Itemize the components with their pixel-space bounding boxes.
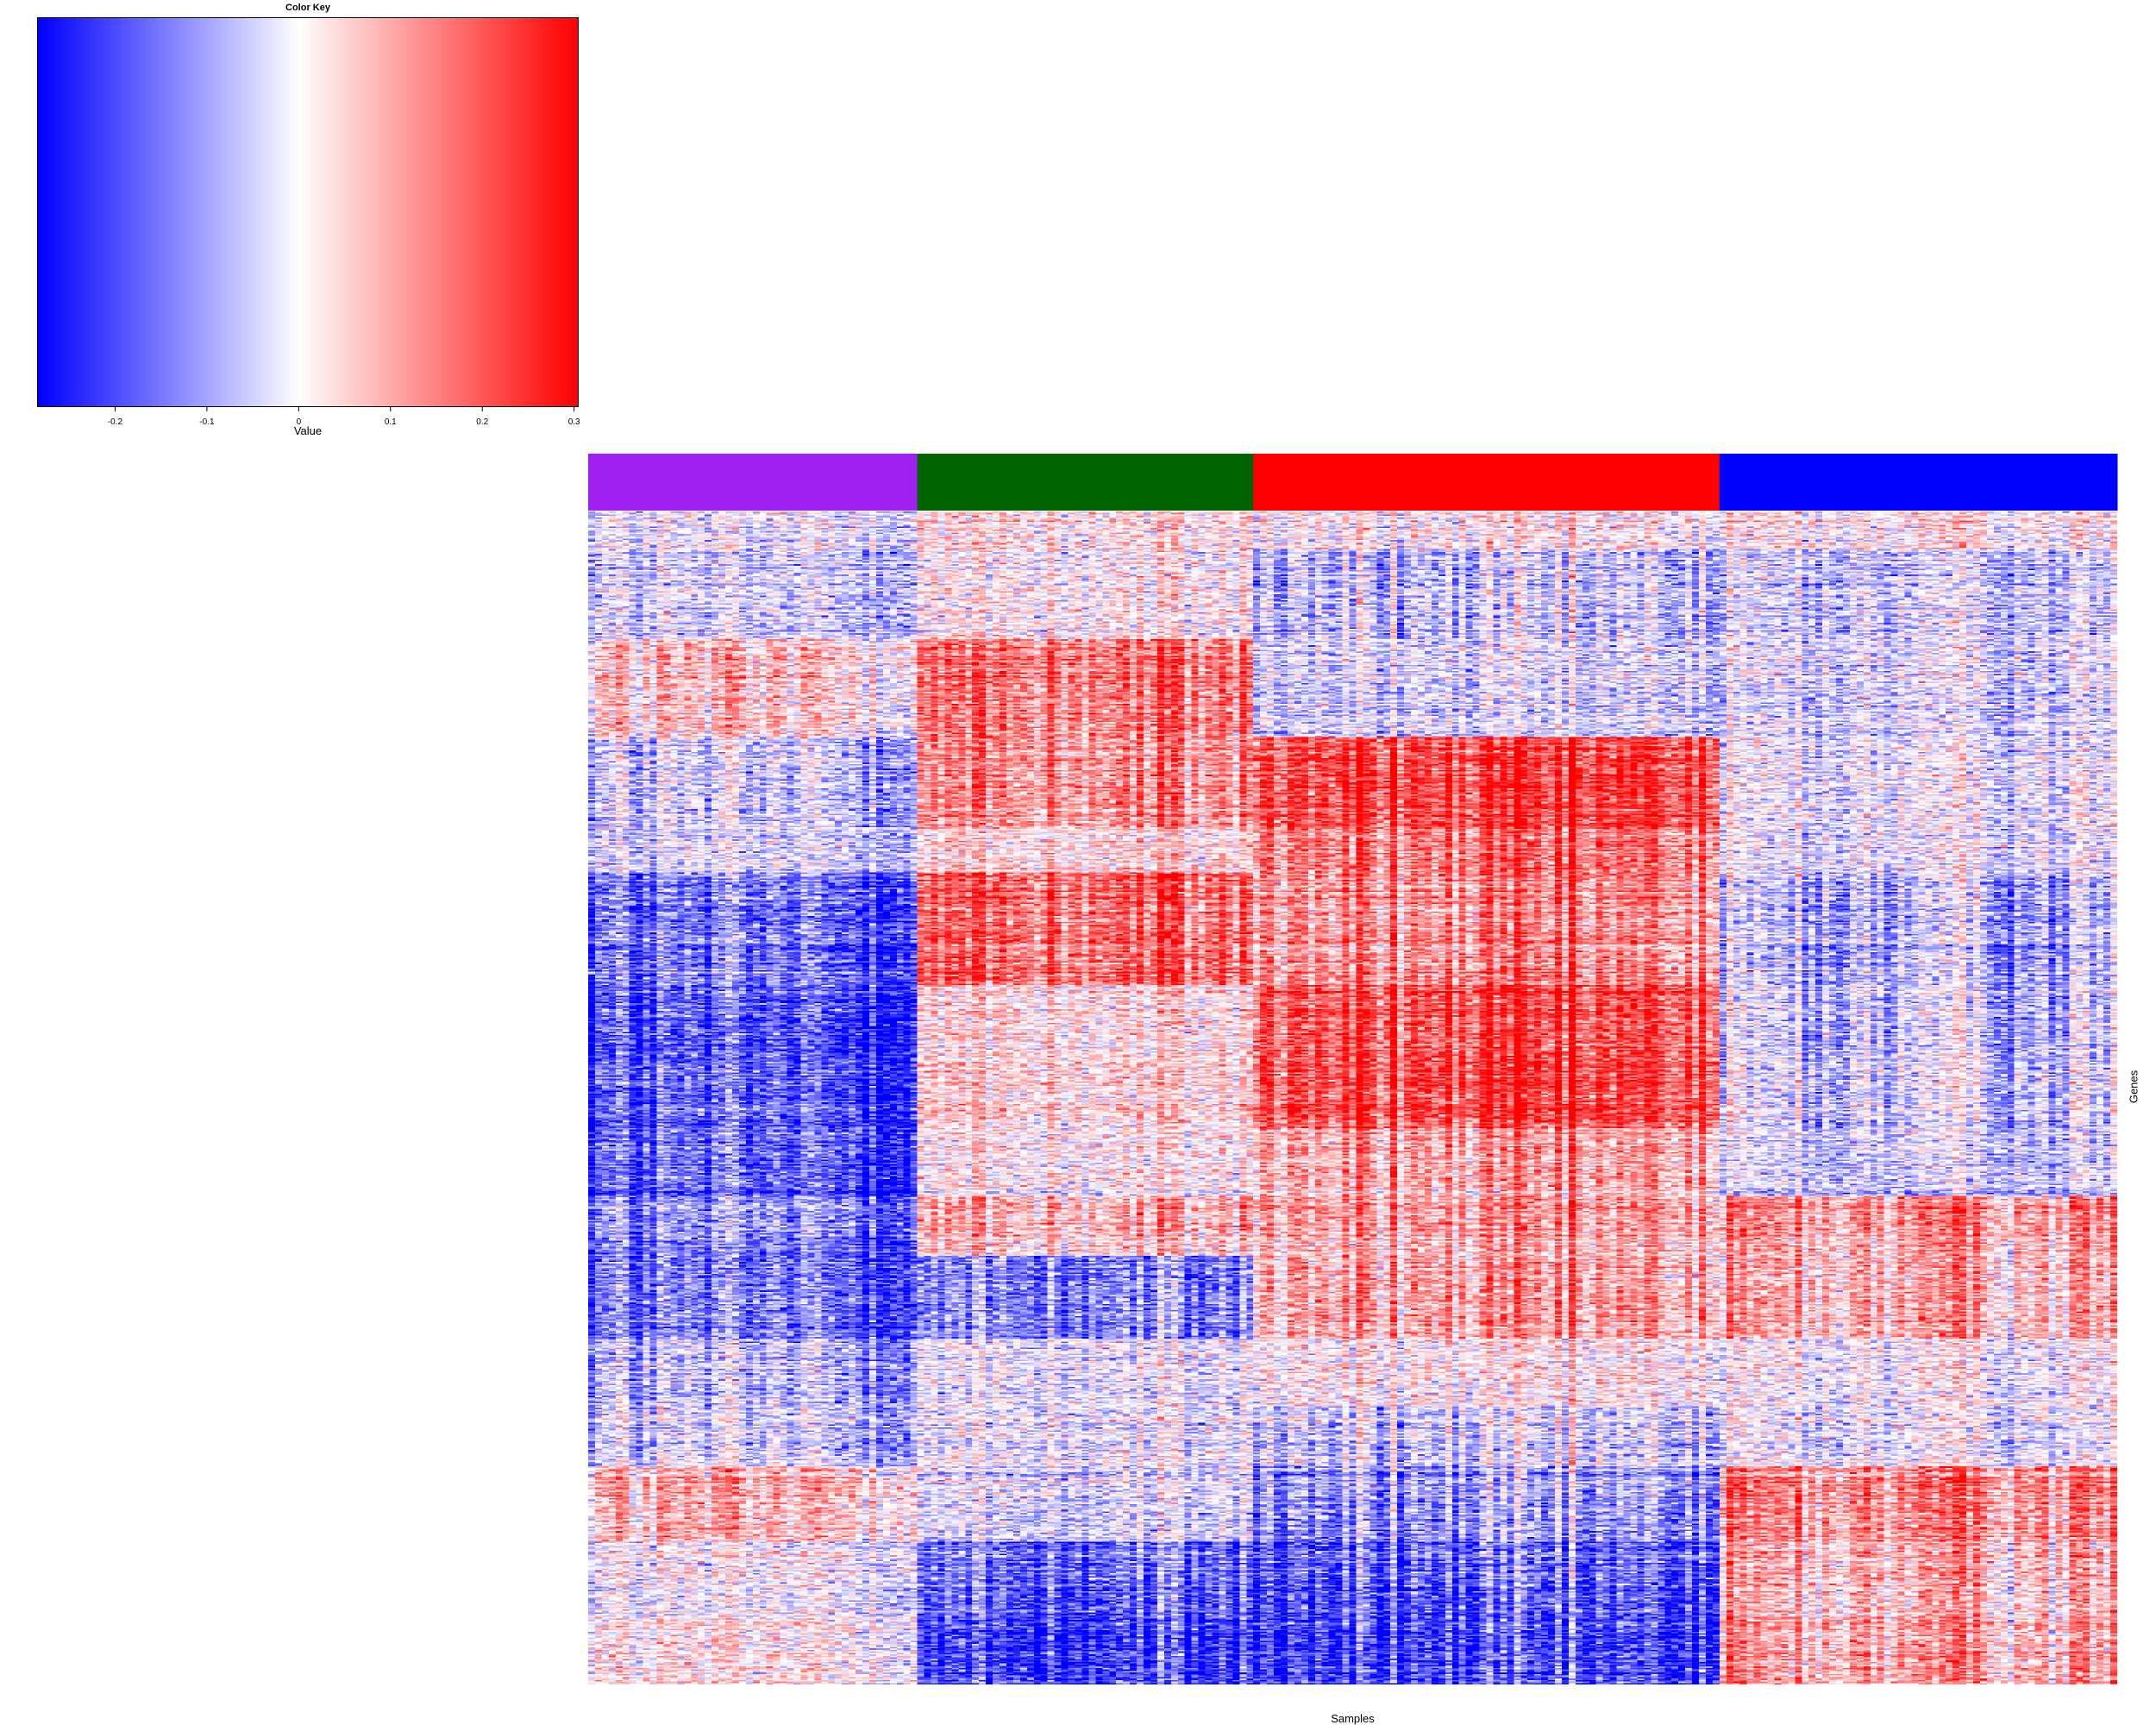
color-key-tick-label: -0.2 <box>108 417 123 427</box>
color-key-tick-label: 0.1 <box>385 417 397 427</box>
color-key-tick-label: 0.2 <box>476 417 488 427</box>
color-key-tick-label: -0.1 <box>199 417 215 427</box>
color-key-tick-label: 0 <box>297 417 302 427</box>
color-key-tick-label: 0.3 <box>568 417 580 427</box>
color-key-gradient <box>37 17 579 407</box>
sample-group-sidebar <box>588 454 2118 511</box>
sample-group-bar <box>1253 454 1720 511</box>
color-key-axis: -0.2 -0.1 0 0.1 0.2 0.3 <box>108 407 580 427</box>
color-key-label: Value <box>293 424 323 437</box>
color-key-title: Color Key <box>285 3 330 13</box>
x-axis-label: Samples <box>1331 1712 1375 1725</box>
sample-group-bar <box>588 454 918 511</box>
y-axis-label: Genes <box>2127 1070 2140 1104</box>
heatmap-cells <box>588 511 2117 1684</box>
sample-group-bar <box>917 454 1254 511</box>
sample-group-bar <box>1719 454 2118 511</box>
